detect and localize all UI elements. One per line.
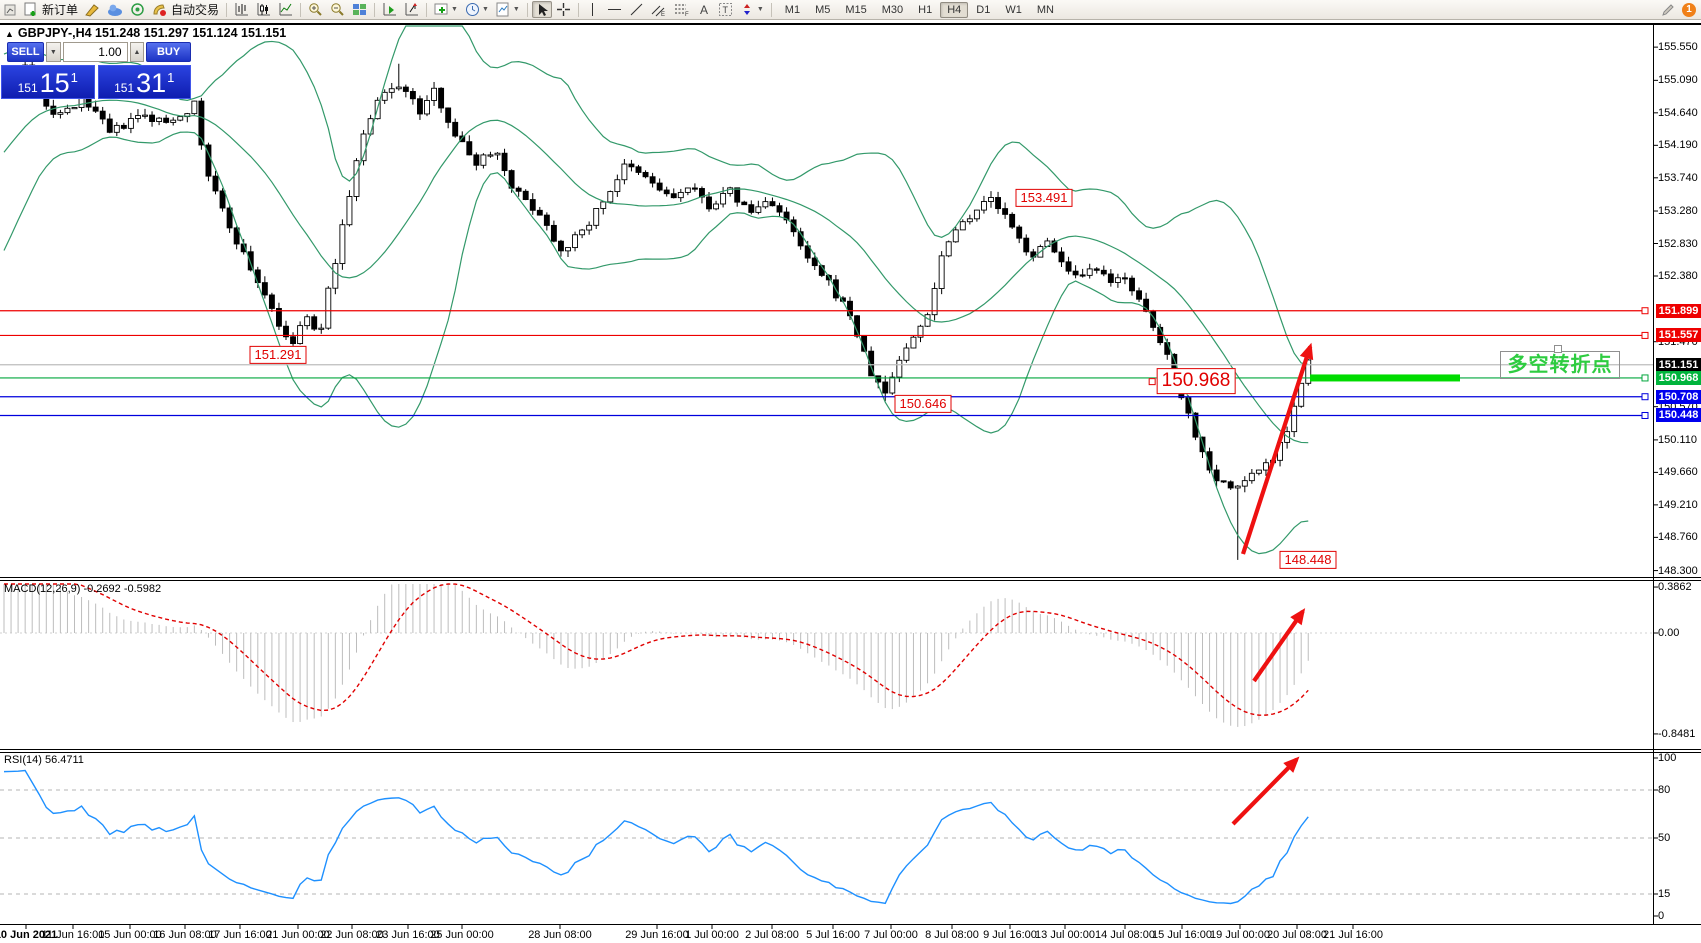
sell-quote-sup: 1 xyxy=(70,70,78,85)
timeframe-toolbar: M1 M5 M15 M30 H1 H4 D1 W1 MN xyxy=(778,1,1061,18)
crosshair-tool[interactable] xyxy=(553,1,574,18)
main-toolbar: 新订单 自动交易 ▼ ▼ xyxy=(0,0,1701,20)
cursor-icon xyxy=(538,3,548,16)
turning-point-annotation: 多空转折点 xyxy=(1500,351,1620,379)
volume-increase-button[interactable]: ▲ xyxy=(129,42,145,62)
toolbar-separator xyxy=(226,2,228,17)
toolbar-separator xyxy=(300,2,302,17)
timeframe-button-m30[interactable]: M30 xyxy=(881,3,904,16)
autotrading-icon xyxy=(153,4,167,16)
toolbar-separator xyxy=(577,2,579,17)
sell-quote-big: 15 xyxy=(39,68,70,98)
autotrading-button[interactable]: 自动交易 xyxy=(149,1,222,18)
rsi-indicator-label: RSI(14) 56.4711 xyxy=(4,754,84,766)
new-order-icon xyxy=(24,2,36,16)
buy-quote[interactable]: 151 31 1 xyxy=(97,65,191,99)
fibonacci-tool[interactable]: F xyxy=(671,1,693,18)
auto-scroll-icon[interactable] xyxy=(379,1,400,18)
line-chart-icon[interactable] xyxy=(275,1,296,18)
sell-quote-prefix: 151 xyxy=(17,81,38,95)
equidistant-channel-tool[interactable]: E xyxy=(648,1,670,18)
toolbar-separator xyxy=(374,2,376,17)
dropdown-arrow-icon: ▼ xyxy=(451,6,458,13)
chart-shift-icon[interactable] xyxy=(401,1,422,18)
timeframe-button-m15[interactable]: M15 xyxy=(845,3,867,16)
templates-button[interactable]: ▼ xyxy=(493,1,523,18)
notification-badge[interactable]: 1 xyxy=(1682,2,1696,17)
timeframe-button-d1[interactable]: D1 xyxy=(976,3,991,16)
arrows-tool[interactable]: ▼ xyxy=(737,1,767,18)
timeframe-button-mn[interactable]: MN xyxy=(1036,3,1054,16)
indicators-icon xyxy=(434,3,448,15)
sell-quote[interactable]: 151 15 1 xyxy=(1,65,95,99)
styler-brush-icon[interactable] xyxy=(82,1,103,18)
toolbar-separator xyxy=(770,2,772,17)
volume-input[interactable] xyxy=(62,42,128,62)
toolbar-separator xyxy=(526,2,528,17)
chart-title: ▲ GBPJPY-,H4 151.248 151.297 151.124 151.… xyxy=(5,26,286,40)
timeframe-button-m1[interactable]: M1 xyxy=(784,3,801,16)
pencil-icon[interactable] xyxy=(1658,1,1678,18)
dropdown-arrow-icon: ▼ xyxy=(756,6,764,13)
timeframe-button-w1[interactable]: W1 xyxy=(1005,3,1022,16)
toolbar-separator xyxy=(426,2,428,17)
templates-icon xyxy=(496,2,509,17)
crosshair-icon xyxy=(556,3,570,16)
svg-text:E: E xyxy=(661,12,665,17)
buy-quote-big: 31 xyxy=(136,68,167,98)
autotrading-label: 自动交易 xyxy=(171,3,220,17)
text-label-tool[interactable]: T xyxy=(715,1,736,18)
periods-button[interactable]: ▼ xyxy=(462,1,492,18)
timeframe-button-h4[interactable]: H4 xyxy=(940,1,969,18)
buy-quote-sup: 1 xyxy=(167,70,175,85)
dropdown-arrow-icon: ▼ xyxy=(481,6,489,13)
tile-windows-icon[interactable] xyxy=(349,1,370,18)
horizontal-line-tool[interactable] xyxy=(604,1,625,18)
chart-title-text: GBPJPY-,H4 151.248 151.297 151.124 151.1… xyxy=(17,26,287,40)
trendline-tool[interactable] xyxy=(626,1,647,18)
svg-text:T: T xyxy=(722,5,728,15)
zoom-out-icon[interactable] xyxy=(327,1,348,18)
zoom-in-icon[interactable] xyxy=(305,1,326,18)
buy-button[interactable]: BUY xyxy=(146,42,191,62)
clock-icon xyxy=(465,3,479,16)
oneclick-collapse-icon[interactable]: ▲ xyxy=(5,29,14,39)
sell-button[interactable]: SELL xyxy=(7,42,44,62)
svg-text:A: A xyxy=(700,3,708,17)
timeframe-button-m5[interactable]: M5 xyxy=(815,3,831,16)
dropdown-arrow-icon: ▼ xyxy=(512,6,520,13)
svg-text:F: F xyxy=(685,12,689,17)
vertical-line-tool[interactable] xyxy=(583,1,603,18)
bar-chart-icon[interactable] xyxy=(231,1,252,18)
new-order-label: 新订单 xyxy=(42,3,79,17)
macd-indicator-label: MACD(12,26,9) -0.2692 -0.5982 xyxy=(4,583,162,595)
timeframe-button-h1[interactable]: H1 xyxy=(918,3,933,16)
one-click-trading-panel: SELL ▼ ▲ BUY 151 15 1 151 31 1 xyxy=(0,42,191,100)
annotation-handle[interactable] xyxy=(1554,345,1562,353)
clipped-left-icon xyxy=(0,1,20,18)
new-order-button[interactable]: 新订单 xyxy=(21,1,81,18)
cursor-tool[interactable] xyxy=(531,1,552,18)
volume-decrease-button[interactable]: ▼ xyxy=(45,42,61,62)
community-cloud-icon[interactable] xyxy=(104,1,126,18)
buy-quote-prefix: 151 xyxy=(114,81,135,95)
candlestick-chart-icon[interactable] xyxy=(253,1,274,18)
text-tool[interactable]: A xyxy=(694,1,714,18)
signals-icon[interactable] xyxy=(127,1,148,18)
indicators-button[interactable]: ▼ xyxy=(431,1,461,18)
